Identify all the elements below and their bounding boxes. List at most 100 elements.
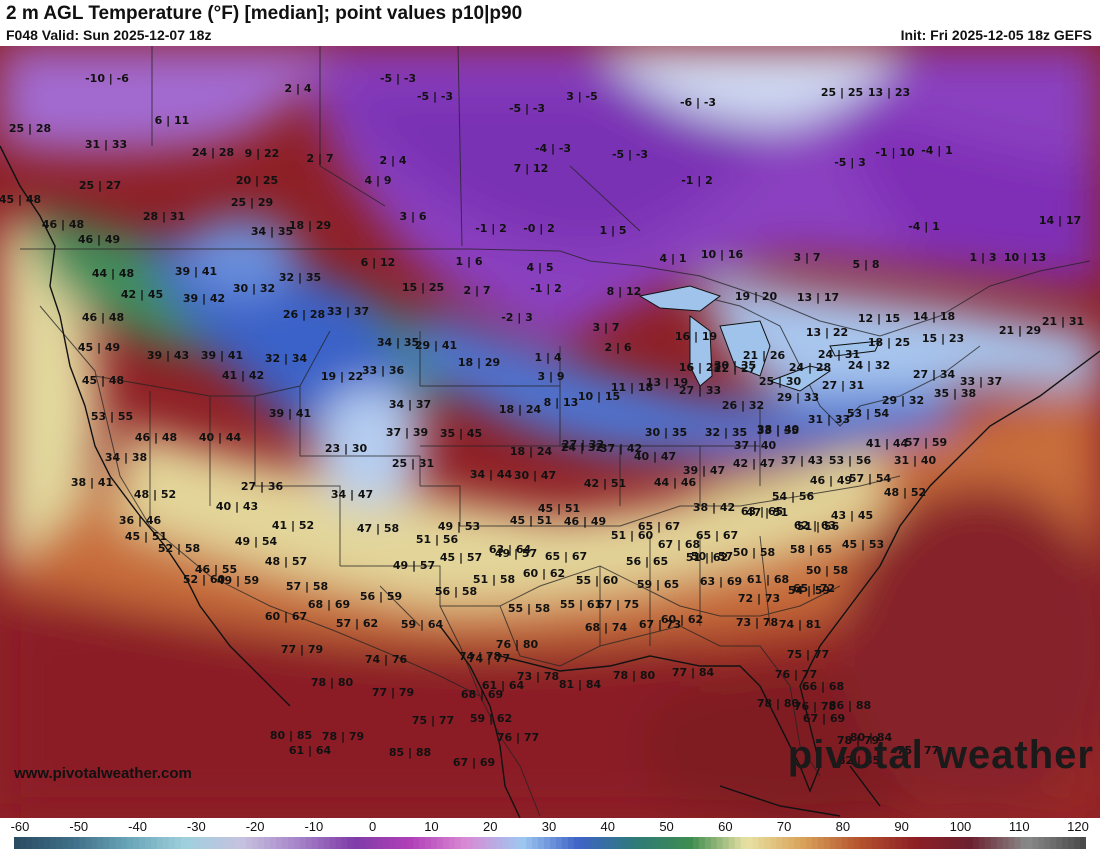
colorbar-swatch [228, 837, 235, 849]
colorbar-swatch [490, 837, 497, 849]
point-value: 35 | 38 [934, 387, 976, 400]
colorbar-swatch [216, 837, 224, 849]
colorbar-swatch [788, 837, 795, 849]
point-value: 47 | 58 [357, 522, 399, 535]
point-value: 45 | 48 [0, 193, 41, 206]
temperature-map[interactable]: -10 | -6 2 | 4 -5 | -3 -5 | -3 3 | -5 25 | 25… [0, 46, 1100, 818]
point-value: 63 | 65 [741, 505, 783, 518]
point-value: 12 | 15 [858, 312, 900, 325]
point-value: 56 | 58 [435, 585, 477, 598]
colorbar-swatch [758, 837, 765, 849]
point-value: 78 | 80 [613, 669, 656, 682]
colorbar-swatch [377, 837, 384, 849]
point-value: 25 | 28 [9, 122, 51, 135]
colorbar-swatch [889, 837, 897, 849]
point-value: 68 | 69 [308, 598, 350, 611]
point-value: 18 | 25 [868, 336, 910, 349]
colorbar-swatch [85, 837, 93, 849]
point-value: 4 | 1 [660, 252, 687, 265]
colorbar-swatch [871, 837, 879, 849]
point-value: 1 | 4 [535, 351, 562, 364]
point-value: 59 | 64 [401, 618, 444, 631]
colorbar-swatch [550, 837, 557, 849]
point-value: 63 | 64 [489, 543, 532, 556]
colorbar-swatch [252, 837, 259, 849]
colorbar-swatch [555, 837, 563, 849]
point-value: 24 | 28 [789, 361, 831, 374]
point-value: 75 | 77 [897, 744, 939, 757]
point-value: 33 | 35 [757, 424, 799, 437]
point-value: -5 | -3 [417, 90, 453, 103]
point-value: 34 | 47 [331, 488, 373, 501]
point-value: 63 | 69 [700, 575, 742, 588]
colorbar-swatch [895, 837, 902, 849]
colorbar-swatch [484, 837, 492, 849]
point-value: 16 | 19 [675, 330, 717, 343]
map-canvas: -10 | -62 | 4-5 | -3-5 | -3 3 | -5 25 | 25… [0, 46, 1100, 818]
colorbar-swatch [407, 837, 414, 849]
point-value: 2 | 6 [605, 341, 632, 354]
point-value: 61 | 64 [482, 679, 525, 692]
colorbar-swatch [1056, 837, 1063, 849]
colorbar-swatch [949, 837, 956, 849]
point-value: 19 | 20 [735, 290, 778, 303]
point-value: 46 | 48 [42, 218, 84, 231]
colorbar-swatch [192, 837, 200, 849]
point-value: 52 | 58 [158, 542, 200, 555]
colorbar-swatch [347, 837, 355, 849]
point-value: 49 | 57 [393, 559, 435, 572]
point-value: 39 | 43 [147, 349, 189, 362]
colorbar-swatch [579, 837, 587, 849]
colorbar-swatch [436, 837, 444, 849]
point-value: 73 | 78 [517, 670, 559, 683]
point-value: 78 | 79 [837, 734, 879, 747]
point-value: 46 | 49 [564, 515, 606, 528]
point-value: 46 | 49 [78, 233, 120, 246]
colorbar-swatch [448, 837, 456, 849]
website-url[interactable]: www.pivotalweather.com [14, 765, 192, 782]
colorbar-swatch [145, 837, 152, 849]
colorbar-swatch [454, 837, 462, 849]
point-value: 74 | 78 [459, 650, 501, 663]
colorbar-tick: 100 [949, 819, 972, 834]
point-value: 48 | 57 [265, 555, 307, 568]
point-value: 1 | 3 [970, 251, 997, 264]
point-value: 8 | 13 [544, 396, 579, 409]
point-value: 76 | 78 [794, 700, 836, 713]
point-value: 45 | 49 [78, 341, 120, 354]
point-value: 8 | 12 [607, 285, 642, 298]
colorbar-swatch [270, 837, 277, 849]
point-value: 37 | 42 [600, 442, 642, 455]
point-value: 50 | 57 [691, 550, 733, 563]
colorbar-swatch [734, 837, 742, 849]
colorbar-swatch [865, 837, 873, 849]
point-value: 31 | 40 [894, 454, 937, 467]
colorbar-swatch [782, 837, 789, 849]
colorbar-swatch [901, 837, 908, 849]
colorbar-swatch [424, 837, 432, 849]
colorbar-swatch [823, 837, 831, 849]
point-value: 45 | 51 [125, 530, 167, 543]
colorbar-tick: 70 [776, 819, 792, 834]
colorbar-swatch [740, 837, 748, 849]
colorbar-tick: 50 [659, 819, 674, 834]
point-value: 49 | 54 [235, 535, 278, 548]
colorbar-swatch [806, 837, 813, 849]
colorbar-swatch [67, 837, 75, 849]
point-value: 3 | 9 [538, 370, 565, 383]
colorbar-swatch [919, 837, 926, 849]
colorbar-tick: 120 [1067, 819, 1089, 834]
colorbar-swatch [651, 837, 658, 849]
colorbar-swatch [180, 837, 188, 849]
point-value: 18 | 29 [458, 356, 500, 369]
point-value: 1 | 5 [600, 224, 627, 237]
colorbar-swatch [996, 837, 1004, 849]
point-value: 18 | 24 [510, 445, 553, 458]
point-value: 81 | 84 [559, 678, 602, 691]
colorbar-swatch [335, 837, 343, 849]
colorbar-swatch [1002, 837, 1010, 849]
colorbar-swatch [97, 837, 104, 849]
point-value: -4 | -3 [535, 142, 571, 155]
colorbar-swatch [502, 837, 509, 849]
point-value: 20 | 25 [236, 174, 278, 187]
